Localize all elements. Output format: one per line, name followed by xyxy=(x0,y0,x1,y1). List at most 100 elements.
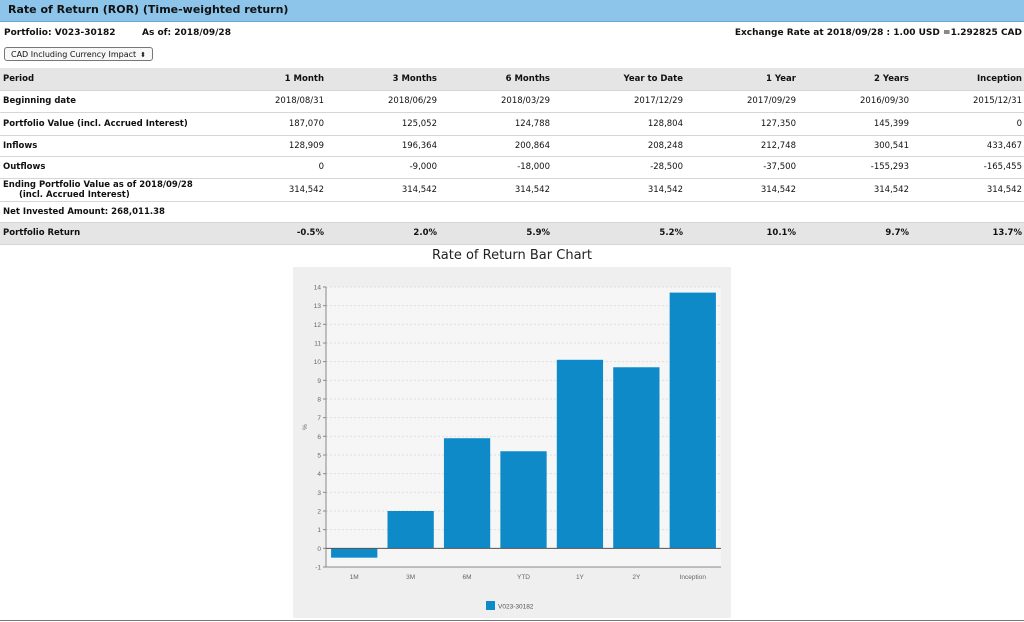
bar-1m xyxy=(331,548,378,558)
bar-2y xyxy=(613,367,660,549)
column-header: 2 Years xyxy=(873,73,909,84)
y-tick-label: 10 xyxy=(314,359,322,366)
table-row-portfolio-return: Portfolio Return -0.5% 2.0% 5.9% 5.2% 10… xyxy=(0,222,1024,244)
table-cell: 433,467 xyxy=(986,140,1022,151)
table-header-row: Period 1 Month 3 Months 6 Months Year to… xyxy=(0,68,1024,90)
table-cell: 314,542 xyxy=(401,184,437,195)
table-cell: 208,248 xyxy=(647,140,683,151)
table-cell: 212,748 xyxy=(760,140,796,151)
bar-inception xyxy=(669,292,716,549)
table-row-beginning-date: Beginning date 2018/08/31 2018/06/29 201… xyxy=(0,90,1024,112)
table-cell: 145,399 xyxy=(873,118,909,129)
row-label: Ending Portfolio Value as of 2018/09/28 xyxy=(3,179,193,190)
table-cell: 10.1% xyxy=(766,228,797,238)
column-header: 6 Months xyxy=(505,73,550,84)
y-tick-label: 8 xyxy=(317,397,321,404)
x-tick-label: 6M xyxy=(463,574,472,581)
row-label: Portfolio Value (incl. Accrued Interest) xyxy=(3,118,188,129)
y-tick-label: 2 xyxy=(317,509,321,516)
table-cell: 9.7% xyxy=(885,228,909,238)
table-cell: 2018/03/29 xyxy=(501,96,550,106)
as-of-date: As of: 2018/09/28 xyxy=(142,28,231,38)
table-row-ending-value: Ending Portfolio Value as of 2018/09/28 … xyxy=(0,178,1024,201)
table-cell: 2017/09/29 xyxy=(747,96,796,106)
column-header: 1 Month xyxy=(284,73,324,84)
table-cell: -28,500 xyxy=(650,162,683,172)
portfolio-id: Portfolio: V023-30182 xyxy=(4,28,116,38)
table-cell: 2018/06/29 xyxy=(388,96,437,106)
currency-select[interactable]: CAD Including Currency Impact ⬍ xyxy=(4,47,154,61)
table-cell: 300,541 xyxy=(873,140,909,151)
column-header: 3 Months xyxy=(392,73,437,84)
table-cell: -165,455 xyxy=(983,162,1022,172)
y-tick-label: 9 xyxy=(317,378,321,385)
ror-bar-chart: -1 0 1 2 3 4 5 6 7 8 9 10 11 12 13 14% 1M 3M 6M YTD 1Y 2Y Ince… xyxy=(293,267,731,618)
table-cell: 200,864 xyxy=(514,140,550,151)
legend-label: V023-30182 xyxy=(498,604,534,611)
y-tick-label: 1 xyxy=(317,527,321,534)
table-cell: 5.2% xyxy=(659,228,683,238)
table-cell: 314,542 xyxy=(986,184,1022,195)
portfolio-info-row: Portfolio: V023-30182 As of: 2018/09/28 … xyxy=(0,26,1024,42)
table-cell: 314,542 xyxy=(873,184,909,195)
table-cell: -18,000 xyxy=(517,162,550,172)
table-cell: -0.5% xyxy=(296,228,324,238)
x-tick-label: YTD xyxy=(517,574,530,581)
y-tick-label: 14 xyxy=(314,285,322,292)
net-invested-amount: Net Invested Amount: 268,011.38 xyxy=(3,206,165,217)
column-header: 1 Year xyxy=(766,73,796,84)
y-tick-label: 11 xyxy=(314,341,321,348)
y-tick-label: 12 xyxy=(314,322,322,329)
row-label: Inflows xyxy=(3,140,38,151)
chart-title: Rate of Return Bar Chart xyxy=(432,248,592,263)
x-tick-label: 1Y xyxy=(576,574,585,581)
table-cell: -9,000 xyxy=(409,162,437,172)
bar-6m xyxy=(443,438,491,549)
x-tick-label: 1M xyxy=(350,574,359,581)
bottom-divider xyxy=(0,620,1024,621)
table-cell: 2017/12/29 xyxy=(634,96,683,106)
exchange-rate: Exchange Rate at 2018/09/28 : 1.00 USD =… xyxy=(734,28,1022,38)
updown-arrow-icon: ⬍ xyxy=(140,51,147,59)
table-row-portfolio-value: Portfolio Value (incl. Accrued Interest)… xyxy=(0,112,1024,135)
column-header: Period xyxy=(3,73,35,84)
row-label-sub: (incl. Accrued Interest) xyxy=(19,189,130,200)
x-tick-label: 3M xyxy=(406,574,415,581)
table-row-inflows: Inflows 128,909 196,364 200,864 208,248 … xyxy=(0,135,1024,156)
bar-3m xyxy=(387,511,434,549)
table-cell: 187,070 xyxy=(288,118,324,129)
y-tick-label: 13 xyxy=(314,303,322,310)
table-cell: 13.7% xyxy=(992,228,1023,238)
y-tick-label: -1 xyxy=(315,565,321,572)
currency-select-value: CAD Including Currency Impact xyxy=(11,50,137,59)
table-cell: 0 xyxy=(318,162,324,172)
ror-table: Period 1 Month 3 Months 6 Months Year to… xyxy=(0,68,1024,245)
y-tick-label: 5 xyxy=(317,453,321,460)
table-cell: 127,350 xyxy=(760,118,796,129)
table-cell: 314,542 xyxy=(514,184,550,195)
y-tick-label: 4 xyxy=(317,471,321,478)
table-cell: 128,804 xyxy=(647,118,683,129)
row-label: Beginning date xyxy=(3,96,77,106)
y-tick-label: 7 xyxy=(317,415,321,422)
table-cell: 128,909 xyxy=(288,140,324,151)
table-cell: -155,293 xyxy=(870,162,909,172)
y-tick-label: 0 xyxy=(317,546,321,553)
bar-ytd xyxy=(500,451,547,549)
table-cell: 0 xyxy=(1016,118,1022,129)
header-bar: Rate of Return (ROR) (Time-weighted retu… xyxy=(0,0,1024,22)
row-label: Portfolio Return xyxy=(3,228,81,238)
table-cell: 314,542 xyxy=(647,184,683,195)
column-header: Inception xyxy=(977,73,1022,84)
y-tick-label: 6 xyxy=(317,434,321,441)
table-cell: 314,542 xyxy=(288,184,324,195)
table-cell: 2016/09/30 xyxy=(860,96,909,106)
x-tick-label: 2Y xyxy=(632,574,641,581)
table-row-outflows: Outflows 0 -9,000 -18,000 -28,500 -37,50… xyxy=(0,156,1024,178)
column-header: Year to Date xyxy=(623,73,683,84)
table-cell: 196,364 xyxy=(401,140,437,151)
legend-swatch xyxy=(486,601,495,610)
table-row-net-invested: Net Invested Amount: 268,011.38 xyxy=(0,201,1024,222)
y-axis-label: % xyxy=(302,424,309,430)
